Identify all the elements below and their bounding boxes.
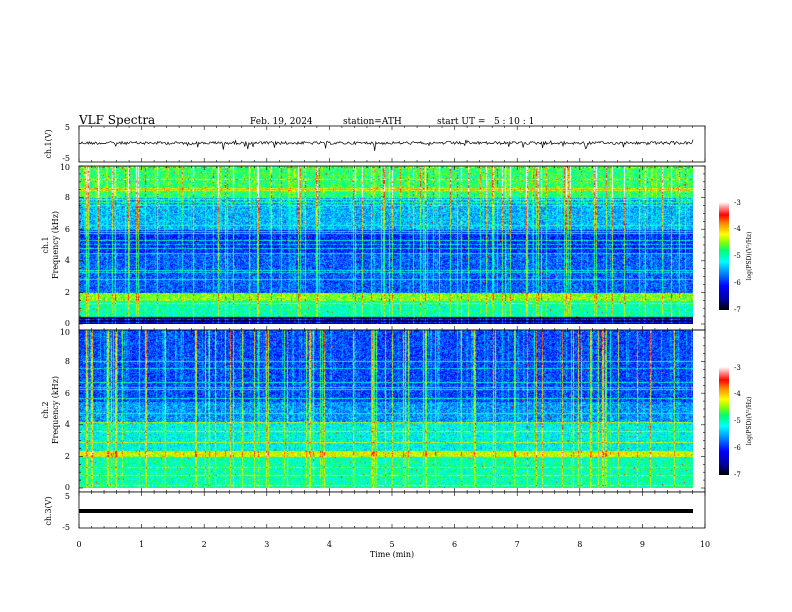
ch1-ytick-top: 5 (65, 123, 70, 132)
cb2-tick-m7: -7 (734, 471, 741, 479)
ch2-freq-tick-8: 8 (65, 357, 70, 366)
ch1-voltage-trace (78, 139, 694, 151)
ch2-ylabel-channel: ch.2 (41, 401, 50, 418)
ch2-spectrogram-panel: 0 2 4 6 8 10 ch.2 Frequency (kHz) (41, 328, 706, 493)
xtick-9: 9 (640, 540, 645, 549)
xtick-1: 1 (139, 540, 144, 549)
xtick-4: 4 (327, 540, 332, 549)
ch1-freq-tick-4: 4 (65, 256, 70, 265)
x-axis-label: Time (min) (370, 550, 414, 559)
xtick-8: 8 (577, 540, 582, 549)
cb2-tick-m3: -3 (734, 364, 741, 372)
cb2-label: log(PSD)(V²/Hz) (746, 397, 753, 446)
axis-tick-marks (78, 126, 706, 528)
cb2-tick-m5: -5 (734, 417, 741, 425)
ch1-colorbar: -3 -4 -5 -6 -7 log(PSD)(V²/Hz) (719, 199, 753, 314)
cb1-tick-m7: -7 (734, 306, 741, 314)
ch2-freq-tick-2: 2 (65, 452, 70, 461)
figure-title: VLF Spectra (78, 113, 155, 127)
xtick-6: 6 (452, 540, 457, 549)
ch3-voltage-ylabel: ch.3(V) (44, 496, 53, 525)
ch1-freq-tick-2: 2 (65, 288, 70, 297)
ch1-freq-tick-6: 6 (65, 225, 70, 234)
ch1-freq-tick-8: 8 (65, 193, 70, 202)
xtick-0: 0 (76, 540, 81, 549)
ch2-freq-tick-6: 6 (65, 389, 70, 398)
x-axis: 0 1 2 3 4 5 6 7 8 9 10 Time (min) (76, 540, 710, 559)
ch2-spectrogram-heatmap (79, 330, 693, 488)
cb1-tick-m3: -3 (734, 199, 741, 207)
ch1-spectrogram-panel: 0 2 4 6 8 10 ch.1 Frequency (kHz) (41, 163, 706, 331)
cb1-tick-m4: -4 (734, 225, 741, 233)
ch1-spectrogram-heatmap (79, 166, 693, 324)
ch1-ytick-bottom: -5 (62, 154, 70, 163)
station-label: station=ATH (343, 117, 402, 127)
ch2-ylabel-frequency: Frequency (kHz) (51, 376, 60, 444)
ch1-voltage-panel: 5 -5 ch.1(V) (44, 123, 706, 163)
ch1-ylabel-channel: ch.1 (41, 236, 50, 253)
xtick-3: 3 (264, 540, 269, 549)
ch2-freq-tick-10: 10 (60, 328, 70, 337)
date-label: Feb. 19, 2024 (250, 117, 313, 127)
ch1-voltage-ylabel: ch.1(V) (44, 129, 53, 158)
xtick-2: 2 (202, 540, 207, 549)
ch2-colorbar: -3 -4 -5 -6 -7 log(PSD)(V²/Hz) (719, 364, 753, 479)
cb2-tick-m6: -6 (734, 444, 741, 452)
cb1-label: log(PSD)(V²/Hz) (746, 232, 753, 281)
ch3-ytick-bottom: -5 (62, 523, 70, 532)
ch2-freq-tick-4: 4 (65, 420, 70, 429)
ch3-voltage-panel: 5 -5 ch.3(V) (44, 491, 706, 532)
ch1-ylabel-frequency: Frequency (kHz) (51, 211, 60, 279)
ch2-freq-tick-0: 0 (65, 483, 70, 492)
xtick-7: 7 (515, 540, 520, 549)
cb1-tick-m5: -5 (734, 252, 741, 260)
cb2-tick-m4: -4 (734, 390, 741, 398)
cb1-tick-m6: -6 (734, 279, 741, 287)
ch3-ytick-top: 5 (65, 492, 70, 501)
start-time-label: start UT = 5 : 10 : 1 (437, 117, 534, 127)
xtick-5: 5 (389, 540, 394, 549)
ch1-freq-tick-10: 10 (60, 163, 70, 172)
ch1-freq-tick-0: 0 (65, 319, 70, 328)
ch3-voltage-trace (79, 509, 693, 513)
xtick-10: 10 (700, 540, 710, 549)
